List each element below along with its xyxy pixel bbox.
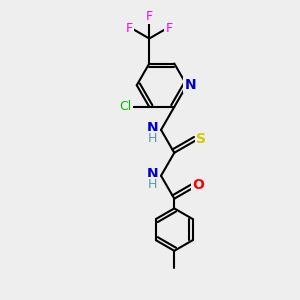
Text: N: N (147, 122, 159, 135)
Text: Cl: Cl (120, 100, 132, 113)
Text: F: F (146, 10, 153, 23)
Text: N: N (147, 167, 159, 181)
Text: F: F (126, 22, 133, 35)
Text: S: S (196, 132, 206, 146)
Text: O: O (192, 178, 204, 192)
Text: N: N (184, 78, 196, 92)
Text: F: F (165, 22, 172, 35)
Text: H: H (148, 132, 158, 145)
Text: H: H (148, 178, 158, 191)
